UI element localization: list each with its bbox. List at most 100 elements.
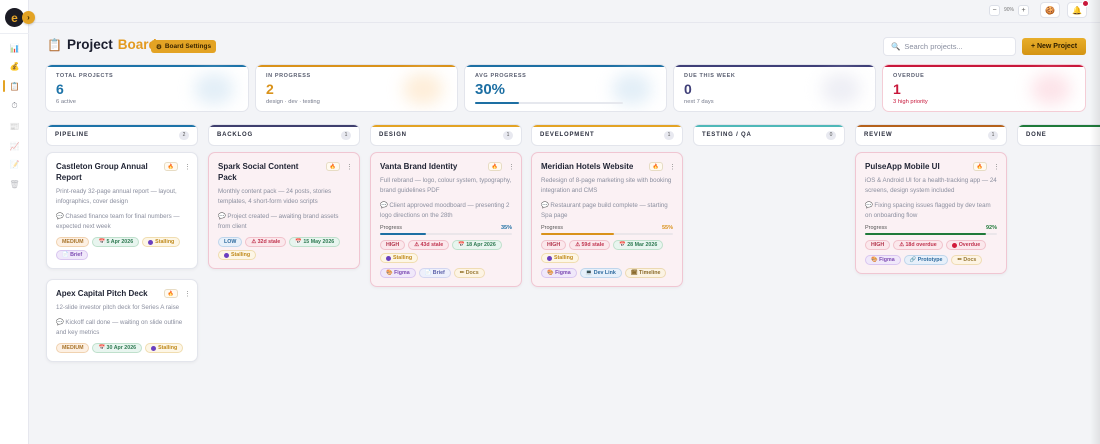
card-title: Meridian Hotels Website — [541, 162, 634, 171]
sidebar-item-reports[interactable]: 📰 — [0, 118, 29, 134]
decorative-glow — [1031, 73, 1071, 105]
board-settings-button[interactable]: ⚙ Board Settings — [151, 40, 217, 53]
more-menu-icon[interactable]: ⋮ — [184, 163, 191, 171]
figma-link[interactable]: 🎨 Figma — [541, 268, 577, 278]
new-project-button[interactable]: + New Project — [1022, 38, 1086, 55]
docs-link[interactable]: ✏ Docs — [453, 268, 485, 278]
board-settings-label: Board Settings — [164, 43, 212, 50]
card-description: iOS & Android UI for a health-tracking a… — [865, 177, 997, 194]
flame-icon[interactable]: 🔥 — [164, 162, 178, 171]
more-menu-icon[interactable]: ⋮ — [508, 163, 515, 171]
sidebar-item-finance[interactable]: 💰 — [0, 58, 29, 74]
status-label: Stalling — [554, 255, 574, 261]
zoom-out-button[interactable]: − — [989, 4, 1000, 16]
due-date-badge: 📅 28 Mar 2026 — [613, 240, 664, 250]
progress-value: 92% — [985, 225, 997, 231]
prototype-link[interactable]: 🔗 Prototype — [903, 255, 949, 265]
column-header-review[interactable]: REVIEW 1 — [855, 124, 1007, 146]
column-header-development[interactable]: DEVELOPMENT 1 — [531, 124, 683, 146]
stat-overdue: OVERDUE 1 3 high priority — [882, 64, 1086, 112]
clipboard-icon: 📋 — [47, 37, 62, 52]
sidebar-item-archive[interactable]: 🗑 — [0, 176, 29, 192]
column-header-design[interactable]: DESIGN 1 — [370, 124, 522, 146]
stat-value: 1 — [893, 81, 901, 97]
brief-link[interactable]: 📄 Brief — [56, 250, 89, 260]
stale-badge: ⚠ 32d stale — [245, 237, 287, 247]
stat-label: IN PROGRESS — [266, 73, 311, 79]
column-header-testing-qa[interactable]: TESTING / QA 0 — [693, 124, 845, 146]
column-count: 2 — [179, 130, 189, 140]
flame-icon[interactable]: 🔥 — [326, 162, 340, 171]
stat-total-projects: TOTAL PROJECTS 6 6 active — [45, 64, 249, 112]
column-header-pipeline[interactable]: PIPELINE 2 — [46, 124, 198, 146]
app-logo[interactable]: e — [5, 8, 24, 27]
sidebar-item-notes[interactable]: 📝 — [0, 156, 29, 172]
docs-link[interactable]: ✏ Docs — [951, 255, 983, 265]
status-badge: Stalling — [145, 343, 184, 353]
zoom-control: − 90% + — [989, 4, 1030, 16]
progress-bar — [380, 233, 512, 235]
due-date-badge: 📅 15 May 2026 — [289, 237, 341, 247]
card-description: Redesign of 8-page marketing site with b… — [541, 177, 672, 194]
timeline-link[interactable]: 🗓 Timeline — [624, 268, 667, 278]
column-header-backlog[interactable]: BACKLOG 1 — [208, 124, 360, 146]
column-name: PIPELINE — [55, 132, 89, 138]
flame-icon[interactable]: 🔥 — [973, 162, 987, 171]
status-label: Stalling — [155, 239, 175, 245]
flame-icon[interactable]: 🔥 — [488, 162, 502, 171]
flame-icon[interactable]: 🔥 — [649, 162, 663, 171]
overdue-days-badge: ⚠ 18d overdue — [893, 240, 943, 250]
decorative-glow — [403, 73, 443, 105]
title-board: Board — [117, 37, 157, 52]
figma-link[interactable]: 🎨 Figma — [865, 255, 901, 265]
column-name: BACKLOG — [217, 132, 253, 138]
sidebar-item-timer[interactable]: ⏱ — [0, 98, 29, 114]
status-badge: Stalling — [142, 237, 181, 247]
stat-label: TOTAL PROJECTS — [56, 73, 114, 79]
project-card-apex[interactable]: Apex Capital Pitch Deck 🔥 ⋮ 12-slide inve… — [46, 279, 198, 362]
search-box[interactable]: 🔍 — [883, 37, 1016, 56]
search-input[interactable] — [904, 42, 1005, 51]
column-count: 1 — [503, 130, 513, 140]
project-card-pulseapp[interactable]: PulseApp Mobile UI 🔥 ⋮ iOS & Android UI f… — [855, 152, 1007, 274]
progress-bar — [865, 233, 997, 235]
stat-in-progress: IN PROGRESS 2 design · dev · testing — [255, 64, 458, 112]
sidebar-toggle-button[interactable]: › — [22, 11, 35, 24]
column-name: REVIEW — [864, 132, 893, 138]
progress-label: Progress — [380, 225, 403, 231]
status-dot-icon — [224, 252, 229, 258]
more-menu-icon[interactable]: ⋮ — [993, 163, 1000, 171]
memo-icon: 📝 — [9, 159, 20, 169]
project-card-spark[interactable]: Spark Social Content Pack 🔥 ⋮ Monthly con… — [208, 152, 360, 269]
notifications-button[interactable]: 🔔 — [1067, 0, 1089, 18]
figma-link[interactable]: 🎨 Figma — [380, 268, 416, 278]
card-description: Monthly content pack — 24 posts, stories… — [218, 188, 332, 205]
profile-button[interactable]: 🍪 — [1040, 2, 1060, 18]
column-name: DESIGN — [379, 132, 407, 138]
sidebar-item-project-board[interactable]: 📋 — [0, 78, 29, 94]
card-title: Castleton Group Annual Report — [56, 162, 148, 182]
more-menu-icon[interactable]: ⋮ — [184, 290, 191, 298]
project-card-vanta[interactable]: Vanta Brand Identity 🔥 ⋮ Full rebrand — l… — [370, 152, 522, 287]
brief-link[interactable]: 📄 Brief — [418, 268, 451, 278]
zoom-level: 90% — [1004, 7, 1015, 13]
zoom-in-button[interactable]: + — [1018, 4, 1030, 16]
project-card-castleton[interactable]: Castleton Group Annual Report 🔥 ⋮ Print-r… — [46, 152, 198, 269]
dev-link[interactable]: 💻 Dev Link — [579, 268, 622, 278]
column-header-done[interactable]: DONE — [1017, 124, 1100, 146]
priority-badge: HIGH — [865, 240, 891, 250]
stat-sub: next 7 days — [684, 99, 714, 105]
title-project: Project — [66, 37, 113, 52]
stat-value: 2 — [266, 81, 274, 97]
stat-value: 0 — [684, 81, 692, 97]
horizontal-scroll-edge — [1090, 0, 1100, 444]
flame-icon[interactable]: 🔥 — [164, 289, 178, 298]
more-menu-icon[interactable]: ⋮ — [669, 163, 676, 171]
column-count: 1 — [664, 130, 674, 140]
decorative-glow — [194, 73, 234, 105]
more-menu-icon[interactable]: ⋮ — [346, 163, 353, 171]
gear-icon: ⚙ — [156, 43, 162, 51]
sidebar-item-analytics[interactable]: 📈 — [0, 138, 29, 154]
project-card-meridian[interactable]: Meridian Hotels Website 🔥 ⋮ Redesign of 8… — [531, 152, 683, 287]
sidebar-item-dashboard[interactable]: 📊 — [0, 40, 29, 56]
